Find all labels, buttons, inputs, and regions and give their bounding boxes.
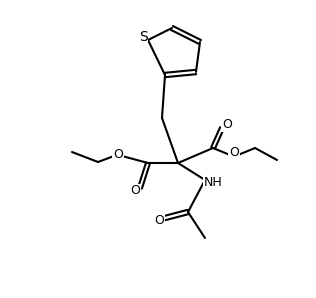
Text: O: O bbox=[130, 184, 140, 198]
Text: O: O bbox=[154, 213, 164, 226]
Text: O: O bbox=[222, 119, 232, 131]
Text: NH: NH bbox=[204, 176, 222, 189]
Text: S: S bbox=[139, 30, 147, 44]
Text: O: O bbox=[113, 148, 123, 161]
Text: O: O bbox=[229, 147, 239, 159]
